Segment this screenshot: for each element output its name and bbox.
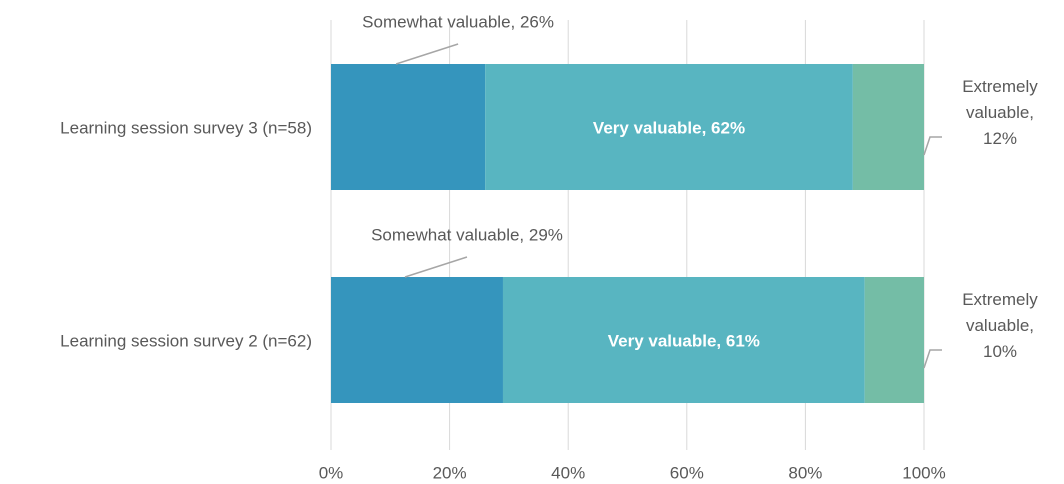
leader-line bbox=[395, 43, 459, 65]
category-label: Learning session survey 3 (n=58) bbox=[60, 118, 312, 137]
data-label: Extremely valuable, 10% bbox=[962, 290, 1038, 361]
bar-segment bbox=[331, 277, 503, 403]
leader-line bbox=[923, 136, 942, 156]
x-tick-label: 0% bbox=[319, 463, 344, 482]
data-label: Very valuable, 62% bbox=[593, 118, 745, 137]
leader-line bbox=[404, 256, 468, 278]
data-label: Extremely valuable, 12% bbox=[962, 77, 1038, 148]
data-label: Somewhat valuable, 26% bbox=[362, 12, 554, 31]
x-tick-label: 60% bbox=[670, 463, 704, 482]
bar-segment bbox=[864, 277, 924, 403]
data-label: Somewhat valuable, 29% bbox=[371, 225, 563, 244]
bar-segment bbox=[485, 64, 853, 190]
x-tick-label: 80% bbox=[788, 463, 822, 482]
bar-segment bbox=[852, 64, 924, 190]
leader-line bbox=[923, 349, 942, 369]
x-tick-label: 100% bbox=[902, 463, 945, 482]
bar-segment bbox=[331, 64, 486, 190]
x-tick-label: 20% bbox=[433, 463, 467, 482]
category-label: Learning session survey 2 (n=62) bbox=[60, 331, 312, 350]
x-tick-label: 40% bbox=[551, 463, 585, 482]
bar-segment bbox=[502, 277, 865, 403]
data-label: Very valuable, 61% bbox=[608, 331, 760, 350]
